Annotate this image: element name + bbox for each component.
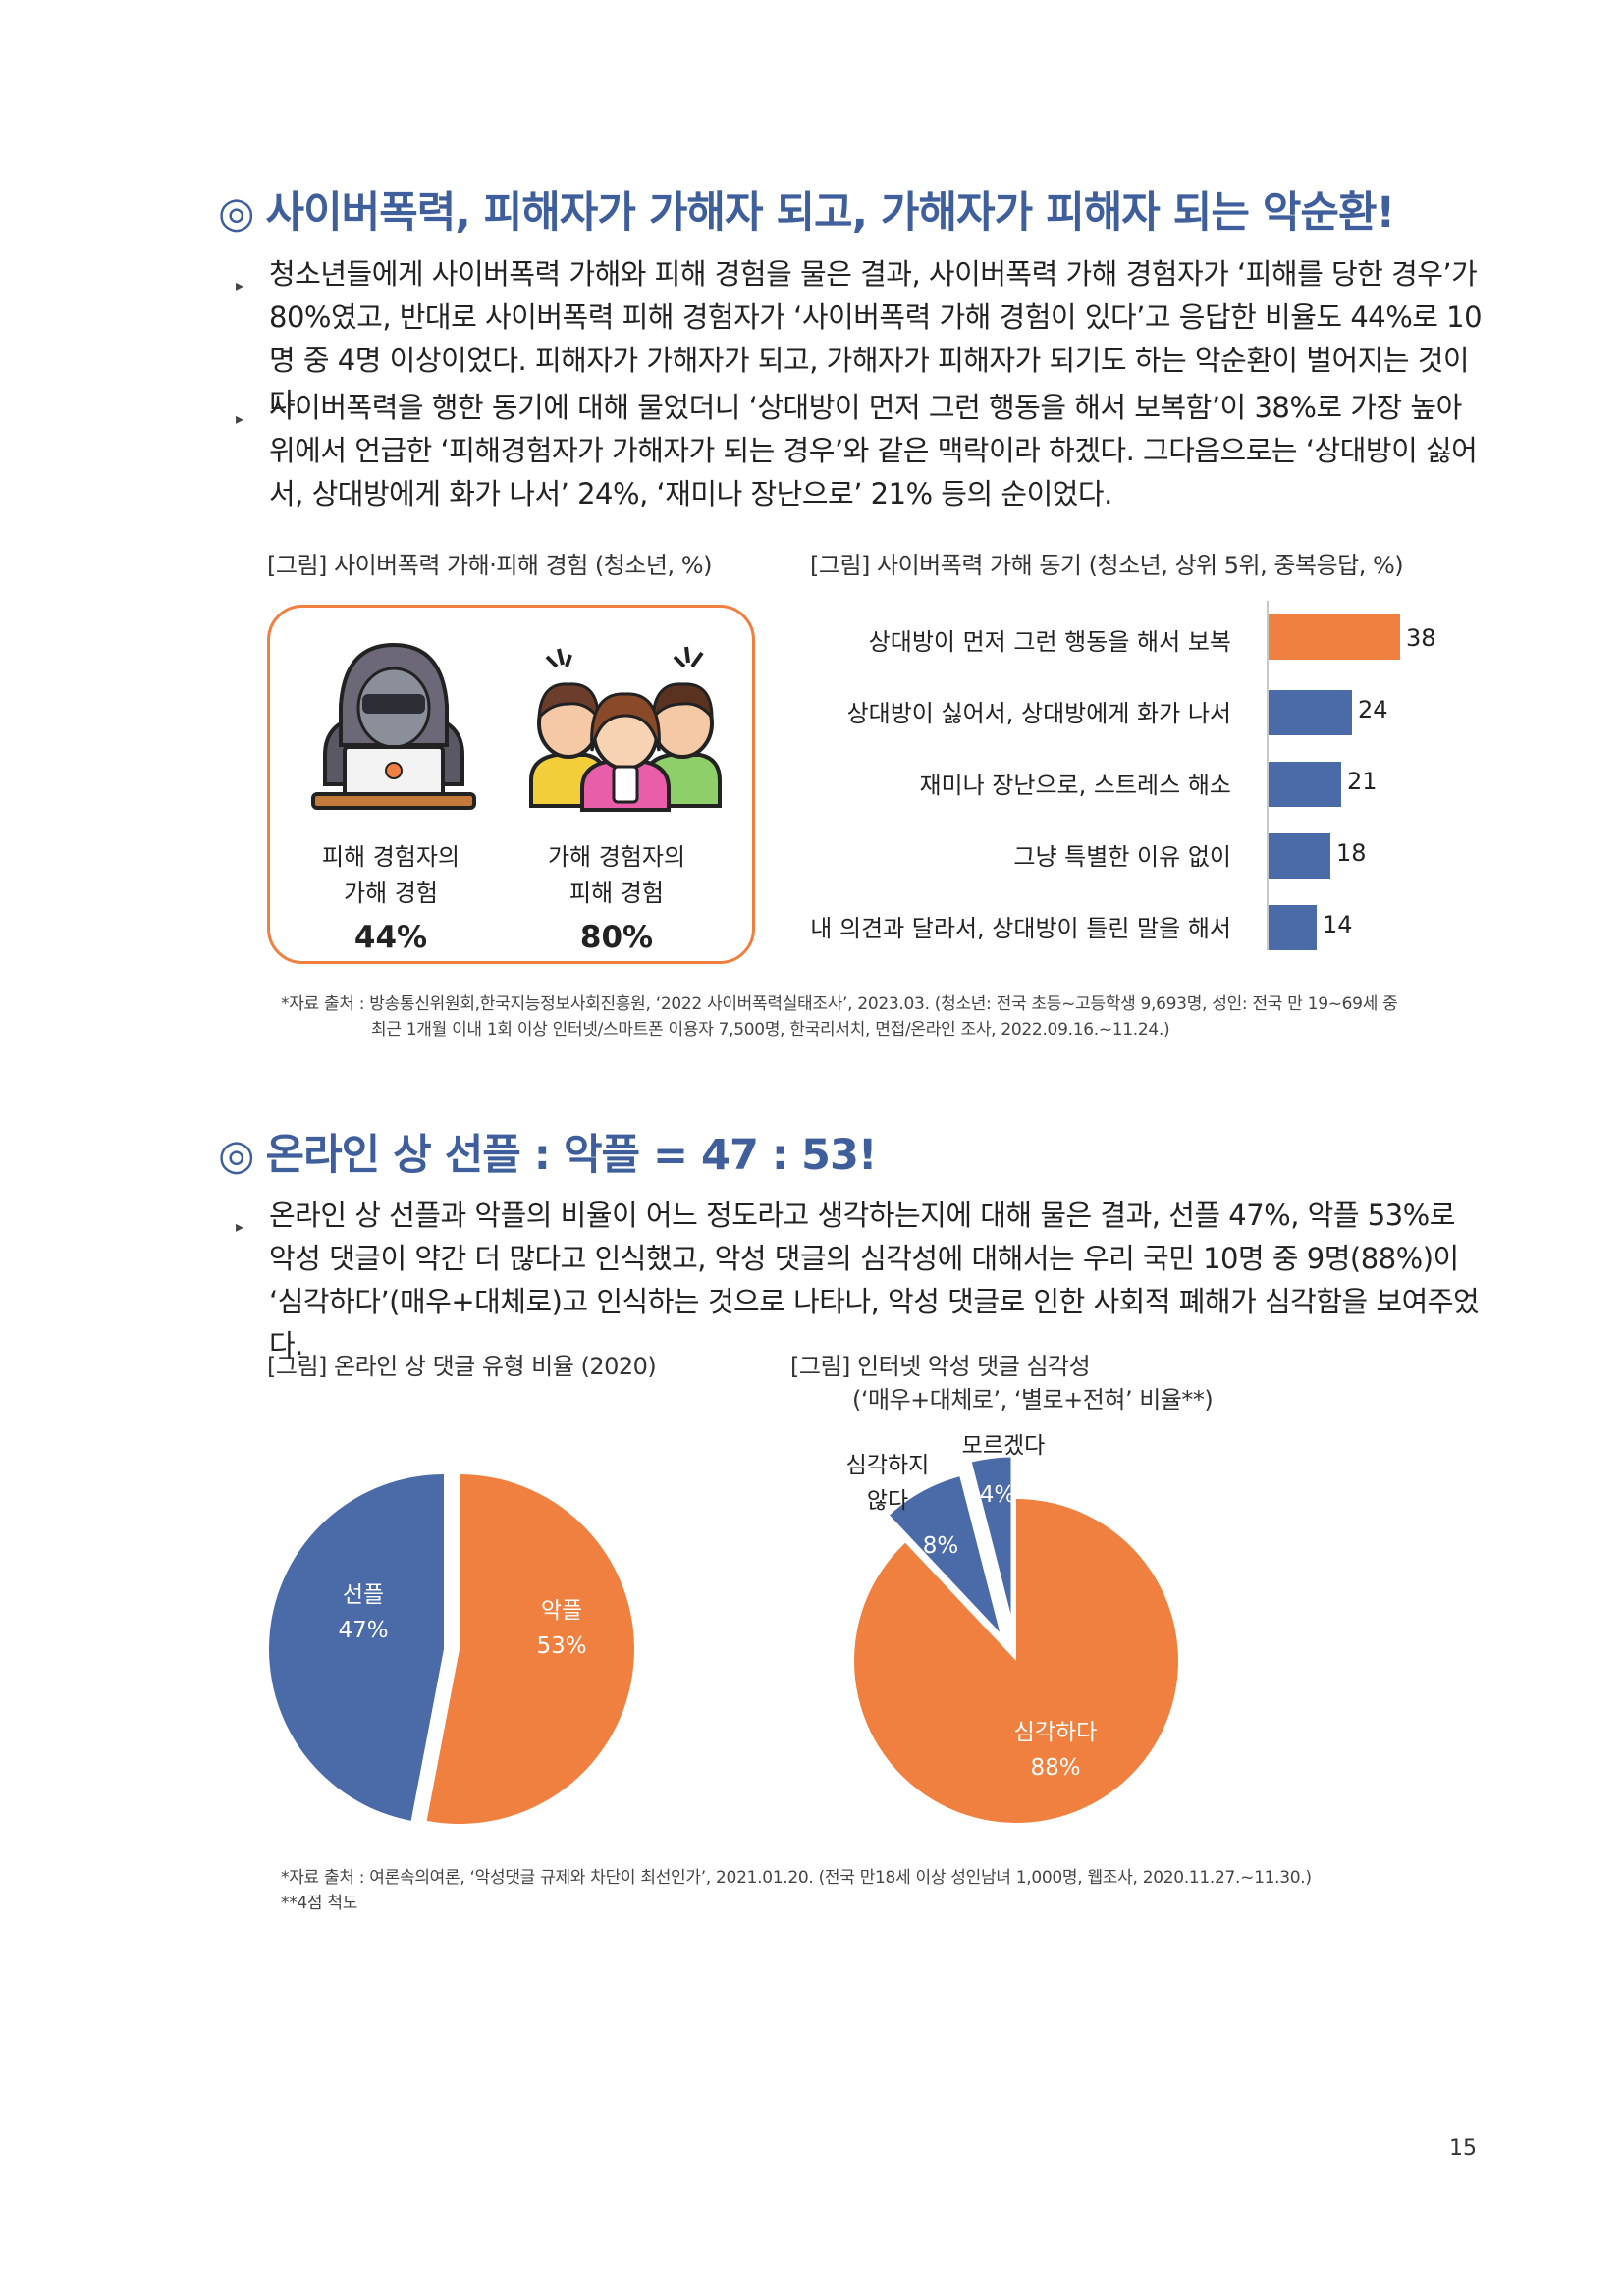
bar-category-label: 그냥 특별한 이유 없이 [1013, 843, 1231, 871]
bar-value-label: 24 [1358, 696, 1388, 723]
bar-chart-axis [1267, 601, 1269, 950]
comment-type-pie-chart: 선플 47% 악플 53% [268, 1474, 634, 1824]
section1-source-line1: *자료 출처 : 방송통신위원회,한국지능정보사회진흥원, ‘2022 사이버폭… [281, 994, 1398, 1014]
fig4-caption-line2: (‘매우+대체로’, ‘별로+전혀’ 비율**) [852, 1386, 1214, 1414]
fig4-caption-line1: [그림] 인터넷 악성 댓글 심각성 [790, 1353, 1091, 1380]
bar-category-label: 재미나 장난으로, 스트레스 해소 [919, 772, 1231, 799]
pie-slice-not-serious [885, 1472, 1004, 1639]
bar [1269, 762, 1341, 807]
fig2-caption: [그림] 사이버폭력 가해 동기 (청소년, 상위 5위, 중복응답, %) [810, 552, 1404, 579]
section1-source: *자료 출처 : 방송통신위원회,한국지능정보사회진흥원, ‘2022 사이버폭… [281, 991, 1498, 1042]
pie-label-not-serious-line2: 않다 [867, 1488, 908, 1514]
fig3-caption: [그림] 온라인 상 댓글 유형 비율 (2020) [267, 1353, 657, 1380]
section1-bullet-1: ▸ 청소년들에게 사이버폭력 가해와 피해 경험을 물은 결과, 사이버폭력 가… [236, 252, 1488, 420]
bullet-arrow-icon: ▸ [236, 1217, 243, 1236]
bar-chart-marks: 상대방이 먼저 그런 행동을 해서 보복 38 상대방이 싫어서, 상대방에게 화가… [805, 601, 1473, 954]
pie-slice-serious [854, 1499, 1178, 1823]
section1-heading: ◎ 사이버폭력, 피해자가 가해자 되고, 가해자가 피해자 되는 악순환! [218, 179, 1396, 240]
pie-slice-akpeul [426, 1474, 634, 1824]
people-group-icon [529, 646, 722, 812]
right-label-line2: 피해 경험 [569, 880, 664, 907]
section2-source-line1: *자료 출처 : 여론속의여론, ‘악성댓글 규제와 차단이 최선인가’, 20… [281, 1868, 1312, 1888]
section1-bullet-1-text: 청소년들에게 사이버폭력 가해와 피해 경험을 물은 결과, 사이버폭력 가해 … [269, 257, 1483, 420]
right-label-line1: 가해 경험자의 [547, 843, 686, 871]
section1-bullet-2-text: 사이버폭력을 행한 동기에 대해 물었더니 ‘상대방이 먼저 그런 행동을 해서… [269, 391, 1478, 510]
bar [1269, 614, 1400, 660]
section2-source-line2: **4점 척도 [281, 1894, 358, 1913]
left-label-line2: 가해 경험 [344, 880, 438, 907]
pie-label-unknown: 모르겠다 [962, 1433, 1046, 1459]
pie-value-serious: 88% [1030, 1755, 1080, 1781]
pie-label-serious: 심각하다 [1014, 1720, 1098, 1745]
bar [1269, 833, 1330, 879]
bar [1269, 690, 1352, 735]
left-label-line1: 피해 경험자의 [321, 843, 460, 871]
bar-category-label: 상대방이 싫어서, 상대방에게 화가 나서 [846, 700, 1231, 727]
section2-bullet: ▸ 온라인 상 선플과 악플의 비율이 어느 정도라고 생각하는지에 대해 물은… [236, 1194, 1488, 1362]
bar-value-label: 38 [1406, 624, 1436, 652]
pie-value-seonpeul: 47% [338, 1618, 388, 1643]
pie-label-seonpeul: 선플 [343, 1582, 384, 1608]
left-illustration-percent: 44% [353, 920, 428, 955]
pie-slice-seonpeul [268, 1474, 444, 1821]
section2-bullet-text: 온라인 상 선플과 악플의 비율이 어느 정도라고 생각하는지에 대해 물은 결… [269, 1199, 1480, 1362]
pie-value-unknown: 4% [980, 1482, 1016, 1508]
bar-value-label: 21 [1347, 768, 1378, 795]
bar-value-label: 14 [1323, 911, 1353, 938]
bar-category-label: 내 의견과 달라서, 상대방이 틀린 말을 해서 [810, 915, 1231, 942]
left-illustration-label: 피해 경험자의 가해 경험 [288, 839, 494, 912]
bar [1269, 905, 1317, 950]
section2-heading: ◎ 온라인 상 선플 : 악플 = 47 : 53! [218, 1121, 878, 1182]
section2-heading-text: 온라인 상 선플 : 악플 = 47 : 53! [265, 1131, 878, 1180]
circle-mark-icon: ◎ [218, 1131, 255, 1180]
bullet-arrow-icon: ▸ [236, 409, 243, 428]
pie-slice-unknown [968, 1454, 1014, 1627]
pie-label-not-serious-line1: 심각하지 [846, 1453, 930, 1478]
bar-category-label: 상대방이 먼저 그런 행동을 해서 보복 [868, 628, 1231, 656]
pie-value-akpeul: 53% [536, 1633, 586, 1659]
page-number: 15 [1449, 2136, 1477, 2161]
section2-source: *자료 출처 : 여론속의여론, ‘악성댓글 규제와 차단이 최선인가’, 20… [281, 1865, 1498, 1916]
pie-label-akpeul: 악플 [541, 1598, 582, 1624]
circle-mark-icon: ◎ [218, 188, 255, 238]
pie-value-not-serious: 8% [923, 1533, 959, 1559]
hacker-icon [311, 642, 476, 810]
illustration-box: 피해 경험자의 가해 경험 44% 가해 경험자의 피해 경험 80% [267, 605, 755, 964]
bar-value-label: 18 [1336, 839, 1367, 867]
fig1-caption: [그림] 사이버폭력 가해·피해 경험 (청소년, %) [267, 552, 712, 579]
section1-source-line2: 최근 1개월 이내 1회 이상 인터넷/스마트폰 이용자 7,500명, 한국리… [371, 1020, 1170, 1040]
right-illustration-percent: 80% [579, 920, 654, 955]
motive-bar-chart: 상대방이 먼저 그런 행동을 해서 보복 38 상대방이 싫어서, 상대방에게 화가… [805, 601, 1473, 954]
bullet-arrow-icon: ▸ [236, 276, 243, 294]
right-illustration-label: 가해 경험자의 피해 경험 [514, 839, 720, 912]
section1-heading-text: 사이버폭력, 피해자가 가해자 되고, 가해자가 피해자 되는 악순환! [265, 188, 1396, 238]
section1-bullet-2: ▸ 사이버폭력을 행한 동기에 대해 물었더니 ‘상대방이 먼저 그런 행동을 … [236, 386, 1488, 518]
